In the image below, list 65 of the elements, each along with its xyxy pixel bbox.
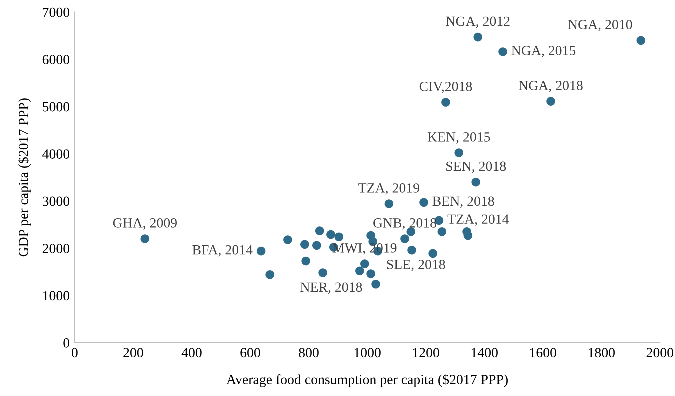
annotation: CIV,2018 <box>420 82 472 94</box>
annotation: BFA, 2014 <box>192 245 253 257</box>
point <box>315 226 324 236</box>
point <box>266 270 274 280</box>
annotation: BEN, 2018 <box>432 196 494 208</box>
x-tick-label: 400 <box>182 348 202 358</box>
point <box>420 198 428 208</box>
x-tick-label: 600 <box>240 348 260 358</box>
point <box>428 249 438 258</box>
point <box>442 98 450 107</box>
point <box>636 36 646 46</box>
x-tick-label: 1400 <box>472 348 498 358</box>
point <box>454 148 464 158</box>
annotation: GNB, 2018 <box>374 218 436 230</box>
annotation: KEN, 2015 <box>428 132 490 144</box>
point <box>400 234 410 244</box>
x-tick-label: 1800 <box>588 348 615 358</box>
y-tick-label: 5000 <box>43 102 70 112</box>
point <box>360 260 370 268</box>
annotation: NGA, 2015 <box>512 46 576 58</box>
annotation: NGA, 2012 <box>446 16 510 28</box>
y-tick-label: 1000 <box>44 291 70 301</box>
x-tick-label: 0 <box>72 348 78 358</box>
point <box>284 236 292 244</box>
point <box>546 97 556 106</box>
x-tick-label: 200 <box>124 348 144 358</box>
x-axis-title: Average food consumption per capita ($2017 PPP) <box>226 374 508 388</box>
y-tick-label: 4000 <box>42 150 70 159</box>
annotation: SEN, 2018 <box>446 162 506 174</box>
point <box>256 246 266 256</box>
point <box>372 280 380 289</box>
annotation: SLE, 2018 <box>387 260 446 272</box>
point <box>334 232 344 242</box>
point <box>356 266 364 276</box>
point <box>472 178 480 187</box>
point <box>302 256 310 266</box>
annotation: GHA, 2009 <box>113 218 177 230</box>
point <box>474 32 483 42</box>
point <box>408 246 416 255</box>
x-tick-label: 1600 <box>530 348 556 358</box>
y-tick-label: 2000 <box>42 244 70 254</box>
x-tick-label: 1000 <box>354 348 381 358</box>
y-tick-label: 6000 <box>42 55 70 64</box>
y-axis-title: GDP per capita ($2017 PPP) <box>18 98 32 257</box>
point <box>326 230 336 240</box>
y-tick-label: 7000 <box>43 8 70 18</box>
point <box>384 200 394 208</box>
point <box>312 241 322 250</box>
y-tick-label: 3000 <box>42 196 70 206</box>
x-tick-label: 800 <box>299 348 319 358</box>
annotation: TZA, 2014 <box>448 214 510 226</box>
point <box>498 48 508 56</box>
point <box>366 270 376 278</box>
point <box>300 240 310 250</box>
point <box>318 268 328 278</box>
point <box>438 228 447 236</box>
annotation: NGA, 2018 <box>519 81 583 92</box>
annotation: NGA, 2010 <box>568 20 632 32</box>
point <box>406 228 416 236</box>
annotation: NER, 2018 <box>300 282 362 294</box>
point <box>140 234 150 244</box>
x-tick-label: 1200 <box>413 348 440 358</box>
annotation: TZA, 2019 <box>358 184 420 195</box>
y-tick-label: 0 <box>64 338 70 348</box>
x-tick-label: 2000 <box>646 348 674 358</box>
